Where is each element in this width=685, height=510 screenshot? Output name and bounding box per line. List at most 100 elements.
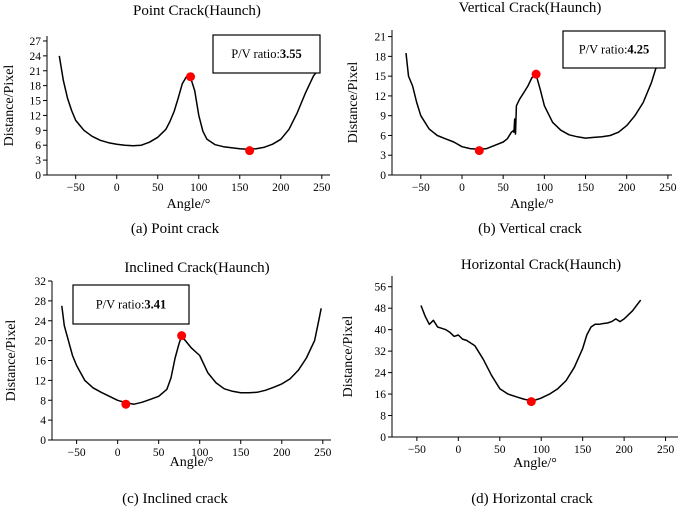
- y-tick-label: 18: [375, 51, 387, 63]
- x-tick-label: −50: [408, 444, 426, 456]
- y-tick-label: 48: [375, 303, 387, 315]
- y-tick-label: 12: [30, 110, 42, 122]
- series-line: [405, 53, 661, 151]
- y-axis-label: Distance/Pixel: [341, 316, 356, 398]
- y-axis-label: Distance/Pixel: [2, 65, 17, 147]
- x-tick-label: 200: [615, 444, 633, 456]
- y-tick-label: 0: [380, 432, 386, 444]
- y-tick-label: 4: [40, 415, 46, 427]
- ratio-label: P/V ratio:: [231, 47, 280, 61]
- chart-panel-1: −50 0 50 100 150 200 250 0 3 6 9 12 15 18 21 24 27 Point …: [2, 3, 331, 237]
- x-tick-label: 150: [574, 444, 592, 456]
- valley-marker: [245, 146, 255, 156]
- chart-panel-2: −50 0 50 100 150 200 250 0 3 6 9 12 15 18 21 Vertical C…: [346, 0, 677, 237]
- ratio-box: [212, 34, 321, 74]
- y-tick-label: 56: [375, 282, 387, 294]
- ratio-value: 3.41: [144, 298, 166, 312]
- x-tick-label: 200: [273, 447, 291, 459]
- y-tick-label: 32: [375, 346, 387, 358]
- y-tick-label: 8: [380, 411, 386, 423]
- chart-title: Point Crack(Haunch): [133, 3, 261, 19]
- x-tick-label: 50: [497, 182, 509, 194]
- x-tick-label: 100: [191, 447, 209, 459]
- y-tick-label: 9: [380, 111, 386, 123]
- x-tick-label: 100: [536, 182, 554, 194]
- panel-caption: (a) Point crack: [131, 221, 220, 237]
- ratio-annotation: P/V ratio:4.25: [579, 43, 650, 57]
- x-tick-label: 200: [618, 182, 636, 194]
- chart-title: Vertical Crack(Haunch): [459, 0, 602, 16]
- y-tick-label: 18: [30, 81, 42, 93]
- ratio-annotation: P/V ratio:3.41: [96, 298, 167, 312]
- x-tick-label: 250: [657, 444, 675, 456]
- valley-marker: [121, 399, 131, 409]
- chart-panel-3: −50 0 50 100 150 200 250 0 4 8 12 16 20 24 28 32 Incline…: [4, 260, 332, 507]
- y-tick-label: 3: [380, 150, 386, 162]
- panel-caption: (c) Inclined crack: [122, 491, 228, 507]
- x-tick-label: −50: [68, 447, 86, 459]
- y-tick-label: 40: [375, 325, 387, 337]
- y-axis-label: Distance/Pixel: [4, 320, 19, 402]
- ratio-label: P/V ratio:: [96, 298, 145, 312]
- y-tick-label: 3: [35, 155, 41, 167]
- series-line: [58, 55, 319, 150]
- x-tick-label: 150: [231, 182, 249, 194]
- y-tick-label: 24: [30, 51, 42, 63]
- y-tick-label: 12: [35, 375, 47, 387]
- y-tick-label: 32: [35, 276, 47, 288]
- y-tick-label: 15: [375, 71, 387, 83]
- chart-panel-4: −50 0 50 100 150 200 250 0 8 16 24 32 40 48 56 Horizont…: [341, 257, 678, 507]
- y-tick-label: 21: [30, 66, 42, 78]
- peak-marker: [177, 331, 187, 341]
- panel-caption: (d) Horizontal crack: [471, 491, 593, 507]
- y-tick-label: 15: [30, 96, 42, 108]
- ratio-label: P/V ratio:: [579, 43, 628, 57]
- x-tick-label: 150: [577, 182, 595, 194]
- y-tick-label: 0: [40, 435, 46, 447]
- x-tick-label: 0: [459, 182, 465, 194]
- y-tick-label: 24: [375, 368, 387, 380]
- series-line: [420, 299, 642, 402]
- x-tick-label: 250: [313, 182, 331, 194]
- x-tick-label: −50: [412, 182, 430, 194]
- x-tick-label: 150: [232, 447, 250, 459]
- x-axis-label: Angle/°: [510, 197, 554, 212]
- x-tick-label: 250: [659, 182, 677, 194]
- peak-marker: [531, 69, 541, 79]
- y-tick-label: 8: [40, 395, 46, 407]
- x-tick-label: 0: [114, 182, 120, 194]
- y-tick-label: 20: [35, 336, 47, 348]
- x-tick-label: 200: [272, 182, 290, 194]
- y-tick-label: 28: [35, 296, 47, 308]
- x-axis-label: Angle/°: [170, 455, 214, 470]
- x-tick-label: 100: [533, 444, 551, 456]
- panel-caption: (b) Vertical crack: [478, 221, 582, 237]
- y-tick-label: 21: [375, 32, 387, 44]
- ratio-annotation: P/V ratio:3.55: [231, 47, 302, 61]
- ratio-box: [562, 30, 666, 69]
- y-axis-label: Distance/Pixel: [346, 62, 361, 144]
- x-tick-label: 50: [152, 182, 164, 194]
- x-tick-label: 50: [153, 447, 165, 459]
- x-tick-label: 250: [314, 447, 332, 459]
- ratio-value: 3.55: [280, 47, 302, 61]
- x-tick-label: 0: [115, 447, 121, 459]
- y-tick-label: 6: [380, 130, 386, 142]
- y-tick-label: 24: [35, 316, 47, 328]
- x-axis-label: Angle/°: [167, 197, 211, 212]
- x-axis-label: Angle/°: [513, 456, 557, 471]
- y-tick-label: 9: [35, 125, 41, 137]
- y-tick-label: 0: [35, 170, 41, 182]
- y-tick-label: 16: [375, 389, 387, 401]
- y-tick-label: 6: [35, 140, 41, 152]
- x-tick-label: 0: [455, 444, 461, 456]
- y-tick-label: 16: [35, 356, 47, 368]
- valley-marker: [474, 146, 484, 156]
- chart-title: Inclined Crack(Haunch): [124, 260, 269, 276]
- y-tick-label: 0: [380, 170, 386, 182]
- valley-marker: [526, 397, 536, 407]
- x-tick-label: 100: [190, 182, 208, 194]
- y-tick-label: 27: [30, 36, 42, 48]
- x-tick-label: 50: [494, 444, 506, 456]
